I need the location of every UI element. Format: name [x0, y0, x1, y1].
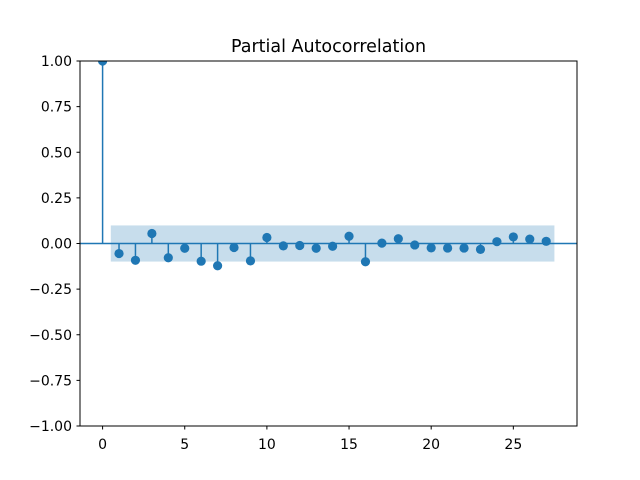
x-tick-label: 0 — [98, 437, 107, 453]
data-point-marker — [475, 244, 486, 254]
data-point-marker — [443, 243, 453, 253]
data-point-marker — [328, 241, 338, 251]
data-point-marker — [426, 243, 436, 253]
data-point-marker — [508, 232, 518, 242]
data-point-marker — [97, 61, 108, 66]
y-tick-label: 0.75 — [41, 100, 72, 116]
x-tick-label: 5 — [180, 437, 189, 453]
data-point-markers — [97, 61, 551, 271]
x-tick-label: 15 — [340, 437, 358, 453]
y-tick-label: −0.75 — [29, 373, 72, 389]
data-point-marker — [311, 243, 321, 253]
data-point-marker — [245, 256, 256, 266]
data-point-marker — [180, 243, 190, 253]
y-tick-label: −0.50 — [29, 328, 72, 344]
y-tick-label: 1.00 — [41, 54, 72, 70]
data-point-marker — [492, 237, 502, 247]
data-point-marker — [344, 231, 354, 241]
chart-title: Partial Autocorrelation — [231, 37, 426, 57]
data-point-marker — [262, 232, 272, 243]
data-point-marker — [360, 257, 371, 267]
y-tick-label: 0.25 — [41, 191, 72, 207]
y-axis: 1.00 0.75 0.50 0.25 0.00 −0.25 −0.50 −0.75 −1.00 — [29, 54, 80, 435]
x-tick-label: 10 — [258, 437, 276, 453]
data-point-marker — [229, 242, 239, 253]
data-point-marker — [541, 236, 551, 246]
data-point-marker — [212, 261, 223, 271]
data-point-marker — [377, 238, 387, 248]
data-point-marker — [278, 241, 288, 251]
plot-area — [80, 61, 577, 271]
y-tick-label: −1.00 — [29, 419, 72, 435]
data-point-marker — [459, 243, 469, 253]
x-tick-label: 20 — [422, 437, 440, 453]
y-tick-label: −0.25 — [29, 282, 72, 298]
data-point-marker — [393, 234, 403, 244]
data-point-marker — [525, 234, 535, 244]
y-tick-label: 0.50 — [41, 145, 72, 161]
x-axis: 0 5 10 15 20 25 — [98, 426, 522, 453]
data-point-marker — [114, 248, 124, 259]
x-tick-label: 25 — [504, 437, 522, 453]
data-point-marker — [295, 240, 305, 251]
data-point-marker — [130, 255, 141, 265]
data-point-marker — [147, 228, 157, 239]
data-point-marker — [163, 253, 173, 263]
data-point-marker — [410, 240, 420, 250]
data-point-marker — [196, 256, 206, 266]
y-tick-label: 0.00 — [41, 237, 72, 253]
